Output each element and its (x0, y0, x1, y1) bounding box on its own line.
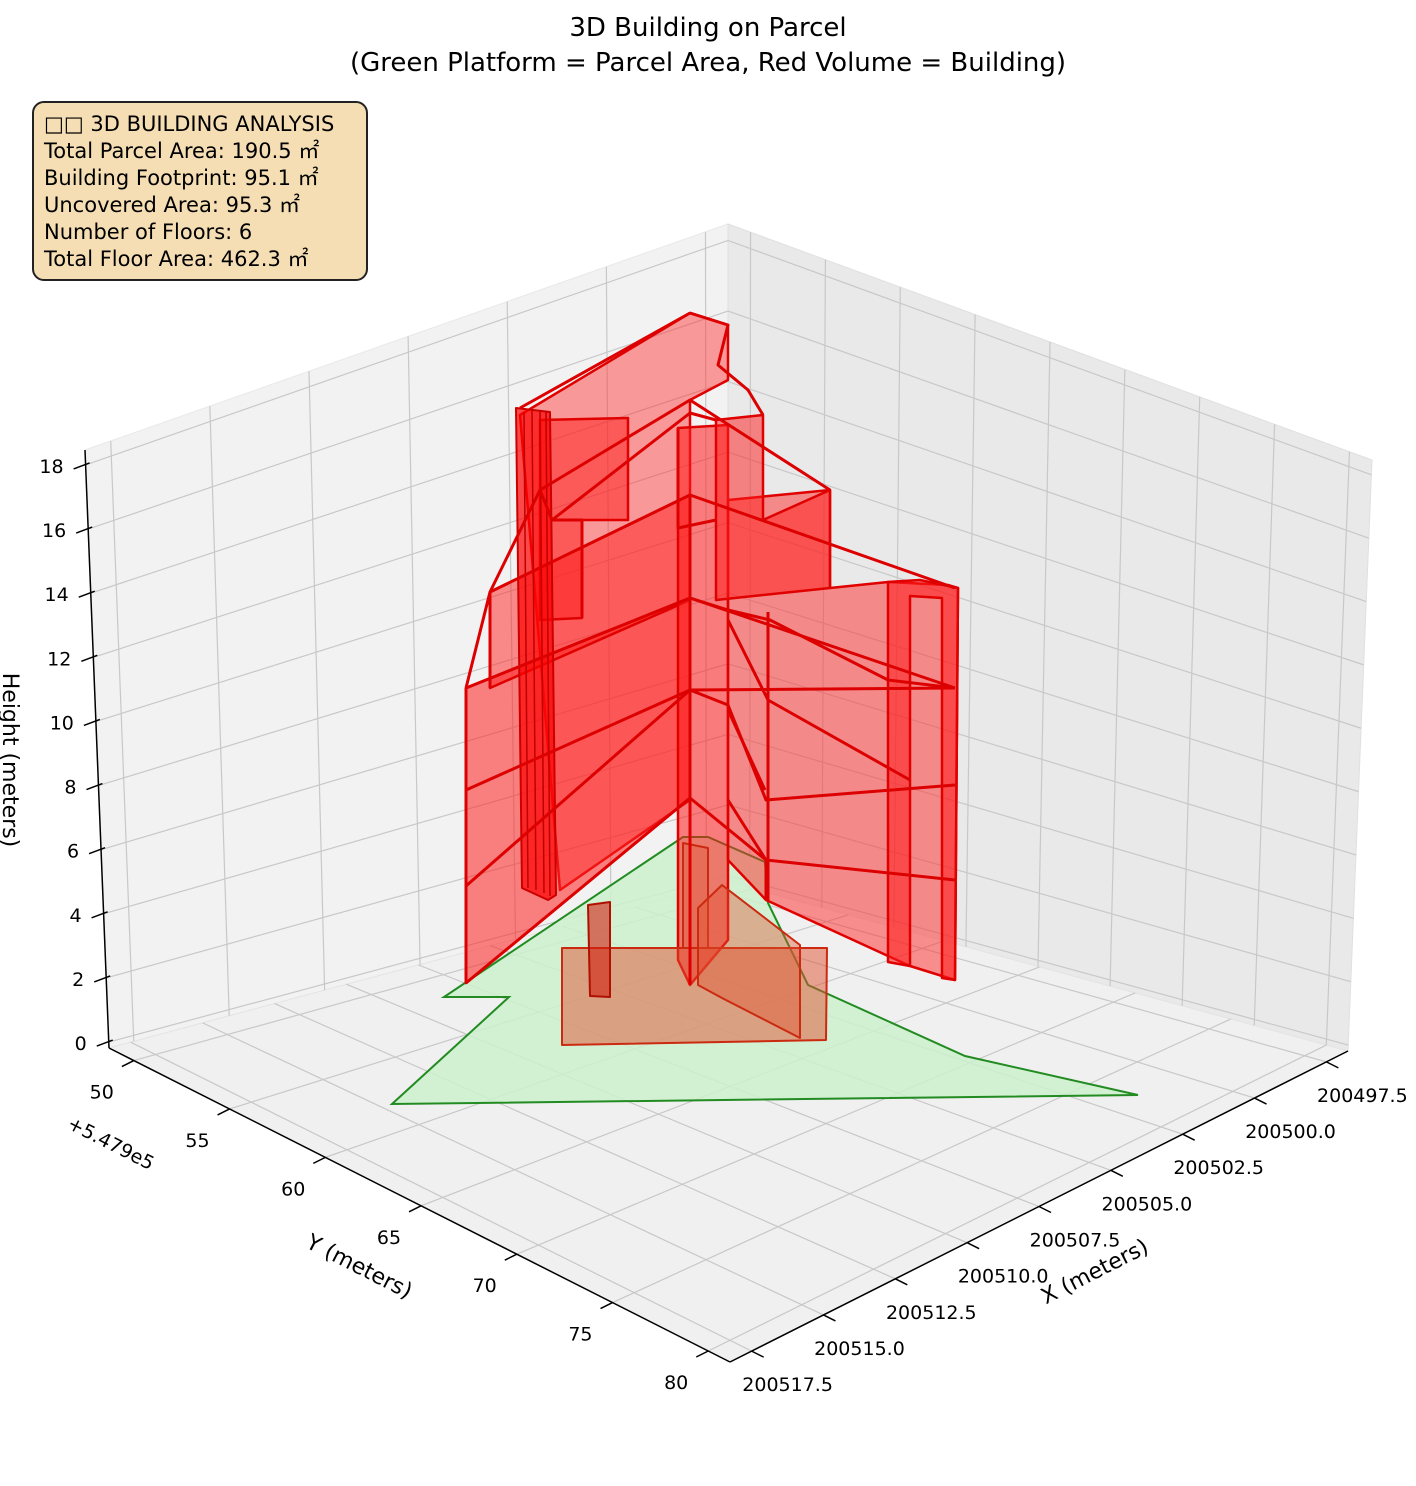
z-tick-mark (83, 718, 101, 727)
x-grid-line (1037, 341, 1051, 967)
x-grid-line (274, 1003, 896, 1280)
z-grid-line (90, 380, 1367, 603)
y-tick-mark (121, 1059, 135, 1068)
y-tick-mark (600, 1301, 613, 1310)
x-tick-mark (1254, 1097, 1267, 1105)
z-grid-line (85, 239, 1372, 476)
x-axis-ticks: 200497.5 200500.0 200502.5 200505.0 200507.5… (742, 1061, 1408, 1396)
x-grid-line (1109, 369, 1126, 987)
z-tick-mark (86, 782, 103, 791)
y-grid-line (407, 336, 421, 965)
x-grid-line (1181, 396, 1201, 1006)
z-tick-label: 10 (50, 712, 74, 734)
z-axis-line (84, 449, 110, 1049)
x-tick-mark (894, 1278, 908, 1286)
z-tick-mark (96, 1039, 114, 1047)
y-tick-label: 65 (377, 1227, 401, 1249)
x-tick-label: 200500.0 (1245, 1121, 1336, 1143)
z-tick-label: 0 (75, 1033, 87, 1055)
analysis-info-box: □□ 3D BUILDING ANALYSIS Total Parcel Are… (32, 101, 368, 281)
y-offset-label: +5.479e5 (64, 1112, 158, 1174)
y-tick-label: 55 (185, 1130, 209, 1152)
x-grid-line (202, 1022, 824, 1316)
building-slim-column (515, 407, 557, 901)
z-tick-mark (75, 526, 93, 534)
x-tick-mark (1182, 1133, 1196, 1141)
info-heading: □□ 3D BUILDING ANALYSIS (44, 112, 335, 136)
z-tick-mark (93, 975, 111, 983)
z-tick-label: 2 (72, 969, 84, 991)
y-axis-line (108, 1047, 731, 1363)
y-tick-mark (217, 1108, 230, 1116)
info-floors: Number of Floors: 6 (44, 220, 253, 244)
y-grid-line (209, 406, 230, 1016)
chart-subtitle: (Green Platform = Parcel Area, Red Volum… (350, 48, 1066, 78)
info-uncovered: Uncovered Area: 95.3 ㎡ (44, 193, 301, 217)
x-tick-label: 200502.5 (1173, 1157, 1264, 1179)
x-tick-label: 200512.5 (886, 1302, 977, 1324)
info-parcel-area: Total Parcel Area: 190.5 ㎡ (44, 139, 320, 163)
y-tick-mark (504, 1253, 518, 1261)
x-grid-line (1253, 424, 1276, 1026)
building-right-tower (886, 578, 960, 982)
y-grid-line (308, 371, 326, 991)
x-tick-mark (751, 1350, 764, 1358)
z-tick-label: 8 (64, 777, 76, 799)
x-grid-line (1325, 451, 1351, 1046)
floor-lines (464, 311, 956, 985)
z-tick-mark (73, 462, 90, 470)
z-tick-mark (78, 590, 96, 598)
x-grid-line (965, 314, 976, 947)
info-floor-area: Total Floor Area: 462.3 ㎡ (44, 247, 309, 271)
x-tick-mark (1110, 1169, 1124, 1178)
y-axis-ticks: 50 55 60 65 70 75 80 (90, 1059, 709, 1394)
x-grid-line (346, 983, 968, 1244)
x-tick-mark (823, 1314, 836, 1322)
z-tick-mark (88, 846, 106, 855)
x-tick-label: 200510.0 (958, 1266, 1049, 1288)
y-tick-label: 75 (568, 1324, 592, 1346)
z-tick-label: 16 (42, 520, 66, 542)
z-tick-label: 12 (47, 648, 71, 670)
x-tick-label: 200507.5 (1030, 1230, 1121, 1252)
z-grid-line (87, 310, 1370, 539)
x-tick-label: 200497.5 (1317, 1085, 1408, 1107)
x-tick-mark (1038, 1205, 1052, 1214)
info-footprint: Building Footprint: 95.1 ㎡ (44, 166, 319, 190)
z-tick-label: 4 (70, 905, 82, 927)
y-tick-label: 80 (664, 1372, 688, 1394)
y-grid-line (110, 440, 135, 1042)
x-tick-mark (1326, 1061, 1339, 1069)
x-grid-line (130, 1041, 752, 1352)
z-tick-mark (91, 911, 108, 919)
z-axis-ticks: 0 2 4 6 8 10 12 14 16 18 (39, 456, 114, 1055)
y-tick-mark (695, 1350, 709, 1358)
z-tick-label: 6 (67, 841, 79, 863)
z-tick-label: 14 (45, 584, 69, 606)
chart-title: 3D Building on Parcel (569, 13, 846, 43)
z-tick-mark (81, 654, 98, 663)
x-axis-line (729, 1050, 1349, 1363)
building-lower-slim (587, 901, 611, 998)
y-tick-label: 70 (473, 1275, 497, 1297)
building-volume (464, 311, 960, 1046)
y-tick-label: 50 (90, 1082, 114, 1104)
y-tick-mark (312, 1156, 326, 1165)
z-axis-label: Height (meters) (0, 673, 22, 848)
y-tick-mark (408, 1205, 422, 1213)
x-tick-label: 200505.0 (1102, 1193, 1193, 1215)
x-tick-mark (966, 1241, 980, 1250)
x-tick-label: 200515.0 (814, 1338, 905, 1360)
z-tick-label: 18 (39, 456, 63, 478)
building-lower-col-b (697, 884, 801, 1039)
building-lower-box (561, 947, 828, 1046)
y-tick-label: 60 (281, 1178, 305, 1200)
x-tick-label: 200517.5 (742, 1374, 833, 1396)
